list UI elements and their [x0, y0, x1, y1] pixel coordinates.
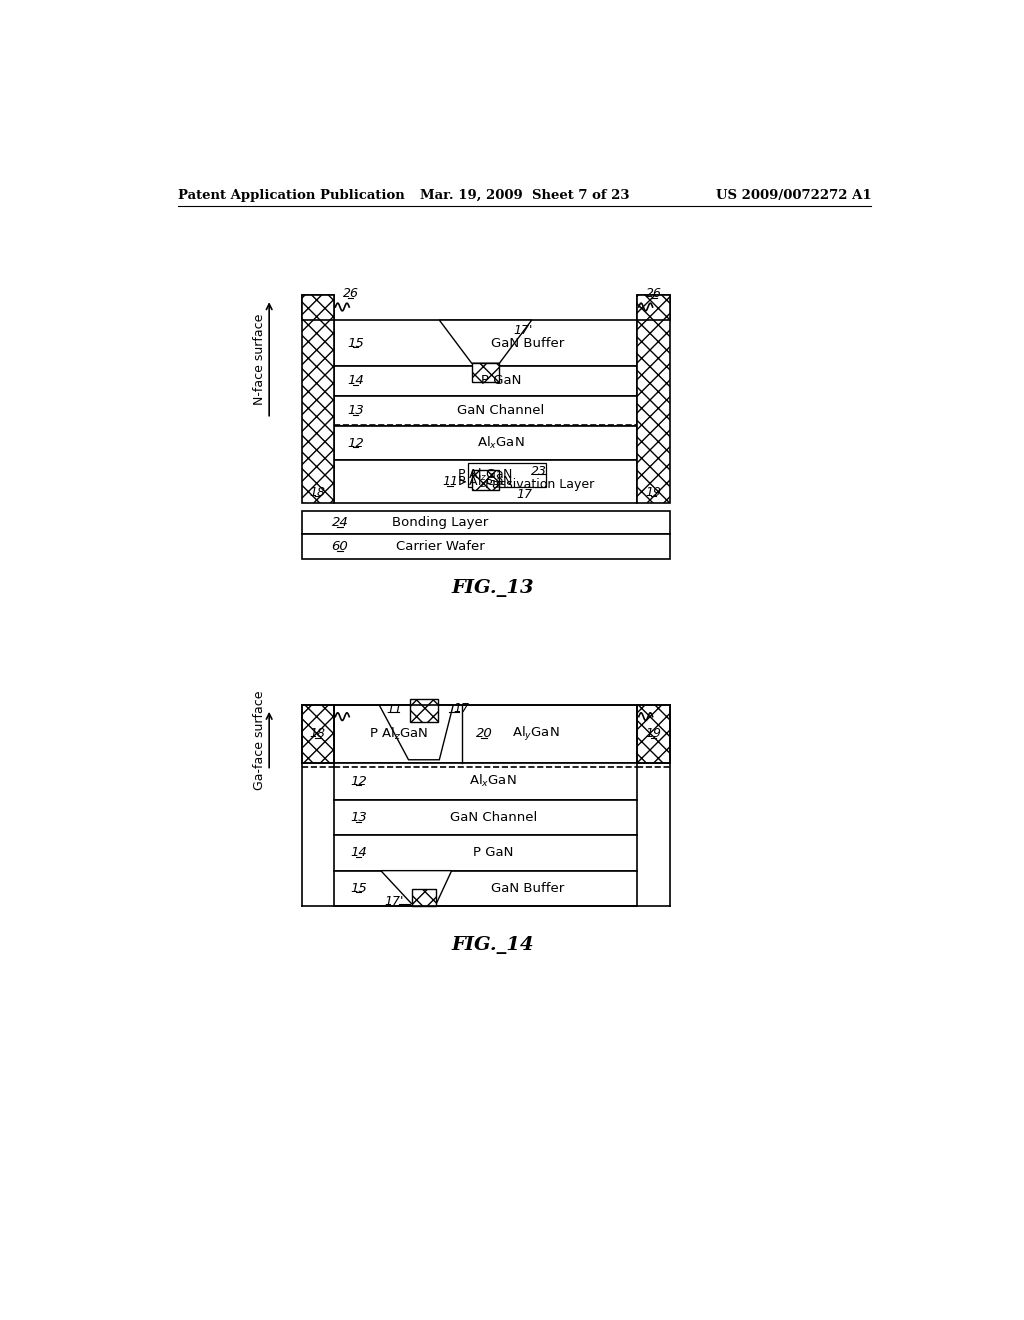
Bar: [334, 396, 637, 426]
Polygon shape: [439, 321, 531, 363]
Text: 17: 17: [516, 488, 532, 500]
Bar: [334, 367, 637, 396]
Text: 23: 23: [531, 465, 548, 478]
Text: 19: 19: [645, 486, 662, 499]
Bar: [334, 321, 637, 367]
Text: 12: 12: [347, 437, 364, 450]
Text: 20: 20: [475, 727, 493, 741]
Bar: [334, 800, 637, 836]
Text: Al$_y$GaN: Al$_y$GaN: [512, 725, 559, 743]
Text: P GaN: P GaN: [473, 846, 513, 859]
Text: Mar. 19, 2009  Sheet 7 of 23: Mar. 19, 2009 Sheet 7 of 23: [420, 189, 630, 202]
Text: 17': 17': [513, 325, 532, 338]
Bar: [334, 705, 637, 763]
Text: GaN Channel: GaN Channel: [458, 404, 545, 417]
Text: GaN Buffer: GaN Buffer: [492, 882, 564, 895]
Text: N-face surface: N-face surface: [253, 313, 266, 405]
Text: 19: 19: [645, 727, 662, 741]
Text: GaN Channel: GaN Channel: [450, 810, 537, 824]
Bar: [637, 296, 670, 503]
Text: 15: 15: [350, 882, 367, 895]
Text: FIG._14: FIG._14: [452, 936, 535, 953]
Polygon shape: [381, 871, 452, 904]
Text: Al$_x$GaN: Al$_x$GaN: [469, 774, 517, 789]
Bar: [410, 700, 438, 722]
Text: 17: 17: [454, 702, 469, 715]
Bar: [301, 511, 670, 535]
Text: Al$_x$GaN: Al$_x$GaN: [477, 436, 524, 451]
Text: Ga-face surface: Ga-face surface: [253, 690, 266, 789]
Text: 13: 13: [347, 404, 364, 417]
Text: Carrier Wafer: Carrier Wafer: [395, 540, 484, 553]
Polygon shape: [379, 705, 454, 760]
Text: 12: 12: [350, 775, 367, 788]
Text: 24: 24: [332, 516, 348, 529]
Text: 13: 13: [350, 810, 367, 824]
Bar: [301, 705, 334, 763]
Text: 17': 17': [385, 895, 403, 908]
Bar: [334, 426, 637, 461]
Bar: [637, 296, 670, 321]
Text: Passivation Layer: Passivation Layer: [484, 478, 594, 491]
Text: P GaN: P GaN: [480, 375, 521, 388]
Bar: [334, 763, 637, 800]
Bar: [301, 535, 670, 558]
Text: US 2009/0072272 A1: US 2009/0072272 A1: [716, 189, 871, 202]
Text: 18: 18: [309, 727, 326, 741]
Text: 26: 26: [646, 288, 663, 301]
Text: 11: 11: [442, 475, 458, 488]
Text: GaN Buffer: GaN Buffer: [492, 337, 564, 350]
Bar: [334, 871, 637, 906]
Text: 14: 14: [347, 375, 364, 388]
Text: 14: 14: [350, 846, 367, 859]
Text: FIG._13: FIG._13: [452, 579, 535, 597]
Text: Patent Application Publication: Patent Application Publication: [178, 189, 406, 202]
Bar: [637, 705, 670, 763]
Bar: [301, 296, 334, 503]
Bar: [334, 461, 637, 503]
Text: P Al$_z$GaN: P Al$_z$GaN: [369, 726, 428, 742]
Text: P Al$_z$GaN: P Al$_z$GaN: [458, 474, 514, 490]
Bar: [472, 470, 500, 490]
Bar: [468, 462, 546, 487]
Bar: [472, 363, 500, 381]
Text: Bonding Layer: Bonding Layer: [392, 516, 488, 529]
Bar: [301, 296, 334, 321]
Text: P Al$_z$GaN: P Al$_z$GaN: [458, 467, 514, 483]
Text: 26: 26: [343, 288, 358, 301]
Bar: [412, 890, 436, 906]
Text: 60: 60: [332, 540, 348, 553]
Text: 11: 11: [387, 704, 402, 717]
Text: 15: 15: [347, 337, 364, 350]
Text: 18: 18: [309, 486, 326, 499]
Bar: [334, 836, 637, 871]
